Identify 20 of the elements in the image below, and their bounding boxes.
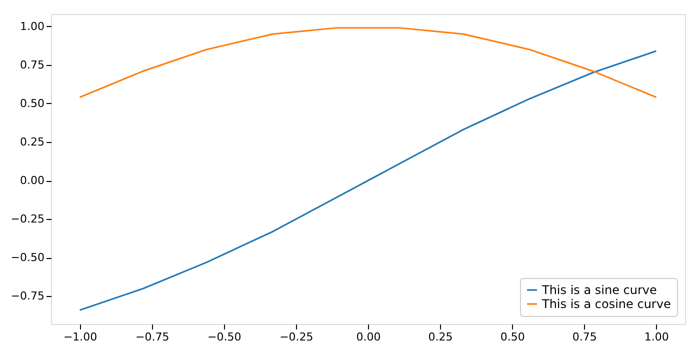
x-tick-label: −0.50 [208,330,242,344]
x-tick-label: 0.25 [428,330,453,344]
y-tick-label: 0.50 [20,96,44,110]
x-tick-label: 0.00 [356,330,381,344]
y-tick-label: 0.25 [20,136,44,149]
x-tick-label: −0.25 [280,330,314,344]
y-tick-label: 0.00 [20,174,44,188]
x-tick-label: −0.75 [136,330,170,344]
y-tick-label: −0.25 [10,212,44,226]
y-tick-label: −0.75 [10,290,44,303]
line-series [79,27,657,98]
x-tick-label: 0.75 [572,330,597,344]
x-tick-label: −1.00 [63,330,98,344]
y-tick-label: 1.00 [20,20,44,33]
x-tick-label: 0.50 [500,330,525,344]
legend-label: This is a cosine curve [541,297,671,311]
legend-label: This is a sine curve [541,283,657,297]
y-tick-label: 0.75 [20,58,44,72]
x-tick-label: 1.00 [644,330,669,344]
y-tick-label: −0.50 [10,251,44,264]
